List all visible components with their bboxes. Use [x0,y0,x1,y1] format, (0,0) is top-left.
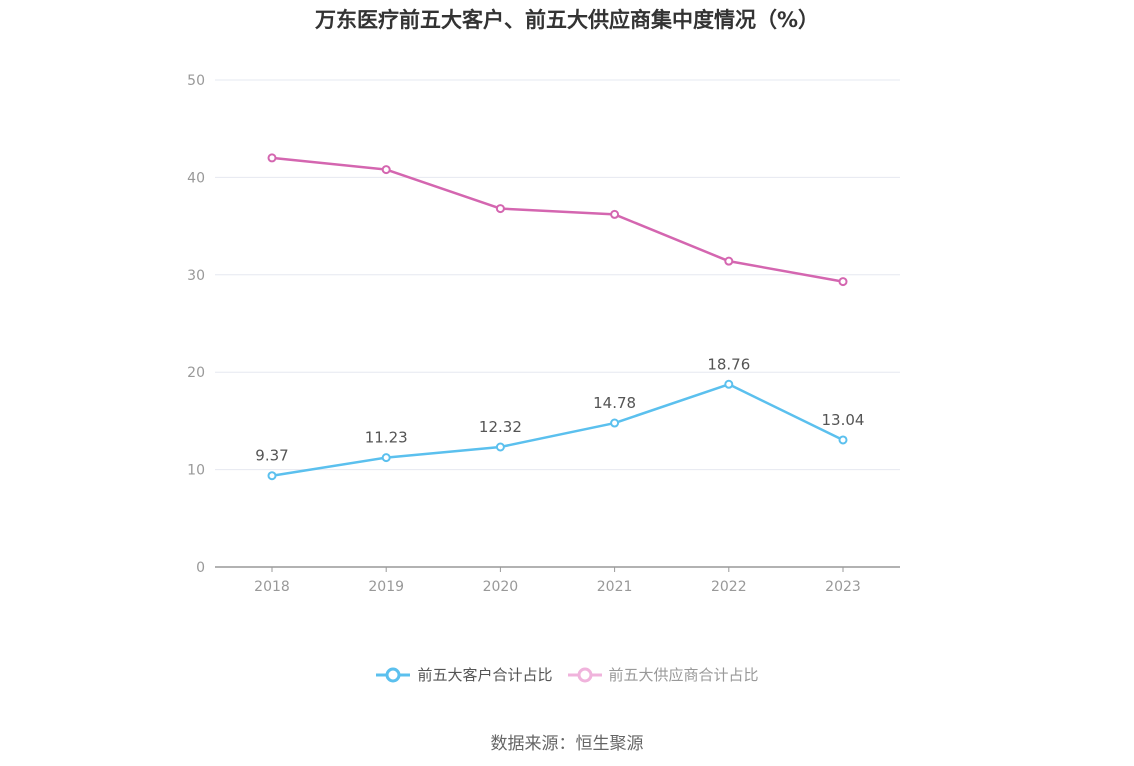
x-tick-label-2019: 2019 [368,579,404,595]
data-label-0-2020: 12.32 [479,418,522,436]
y-tick-label-10: 10 [187,463,205,479]
data-point-1-2019[interactable] [381,165,391,175]
x-tick-label-2018: 2018 [254,579,290,595]
data-label-0-2022: 18.76 [707,355,750,373]
data-point-1-2021[interactable] [610,209,620,219]
data-labels: 9.37 11.23 12.32 14.78 18.76 13.04 [255,355,864,464]
y-tick-label-50: 50 [187,73,205,89]
chart-title: 万东医疗前五大客户、前五大供应商集中度情况（%） [314,8,820,32]
source-note: 数据来源：恒生聚源 [490,734,644,754]
legend-label-customers: 前五大客户合计占比 [417,666,553,684]
data-point-1-2018[interactable] [267,153,277,163]
grid-lines [215,79,900,471]
series-line-0 [271,383,844,477]
data-point-1-2023[interactable] [838,277,848,287]
legend-item-suppliers[interactable]: 前五大供应商合计占比 [567,664,759,685]
series-lines [267,153,848,481]
x-tick-label-2022: 2022 [711,579,747,595]
data-label-0-2019: 11.23 [365,429,408,447]
data-label-0-2018: 9.37 [255,447,288,465]
legend-label-suppliers: 前五大供应商合计占比 [608,666,759,684]
x-tick-label-2021: 2021 [597,579,633,595]
data-point-1-2020[interactable] [495,204,505,214]
x-tick-label-2020: 2020 [483,579,519,595]
data-point-0-2021[interactable] [610,418,620,428]
legend-swatch-customers-icon [376,667,411,682]
data-point-1-2022[interactable] [724,256,734,266]
data-label-0-2023: 13.04 [822,411,865,429]
data-point-0-2018[interactable] [267,471,277,481]
x-tick-label-2023: 2023 [825,579,861,595]
y-tick-label-20: 20 [187,365,205,381]
legend-item-customers[interactable]: 前五大客户合计占比 [375,664,553,685]
data-point-0-2020[interactable] [495,442,505,452]
legend: 前五大客户合计占比 前五大供应商合计占比 [0,664,1134,685]
data-point-0-2023[interactable] [838,435,848,445]
data-label-0-2021: 14.78 [593,394,636,412]
data-point-0-2022[interactable] [724,379,734,389]
axes: 0 10 20 30 40 50 2018 2019 2020 2021 2022 2023 [187,73,900,595]
y-tick-label-30: 30 [187,268,205,284]
y-tick-label-40: 40 [187,170,205,186]
legend-swatch-suppliers-icon [567,667,602,682]
series-line-1 [271,156,844,283]
data-point-0-2019[interactable] [381,453,391,463]
y-tick-label-0: 0 [196,560,205,576]
